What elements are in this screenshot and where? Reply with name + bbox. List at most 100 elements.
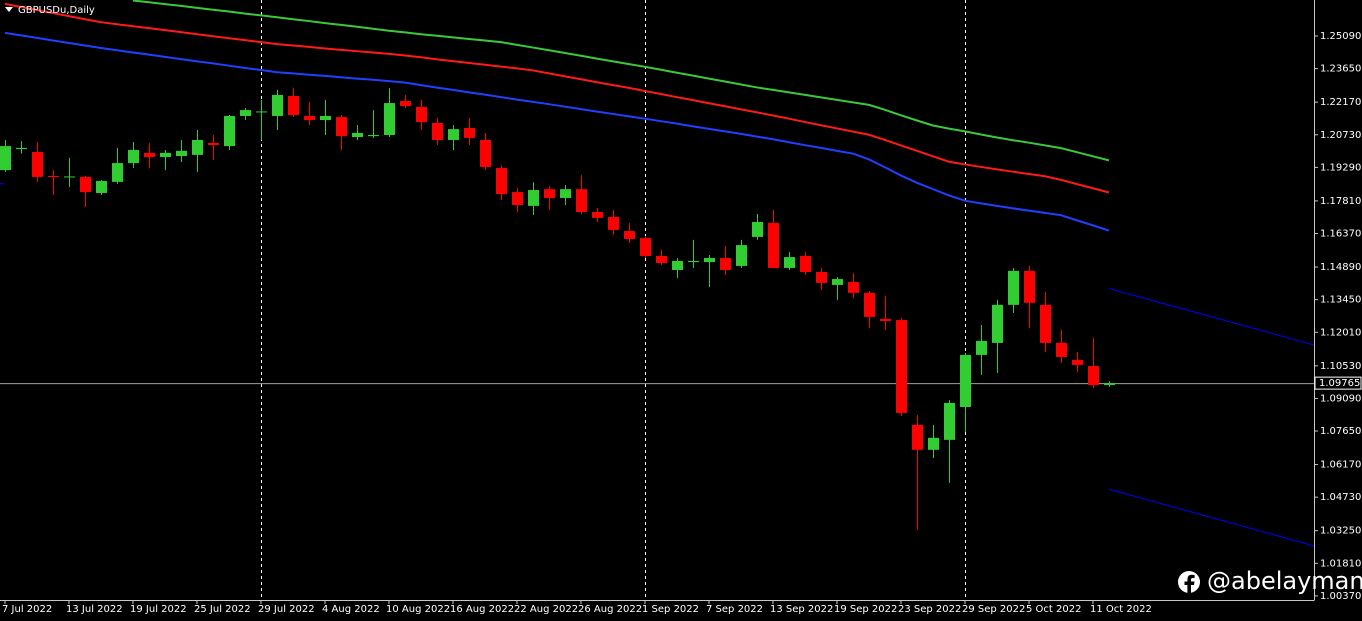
candle-body (896, 320, 907, 413)
candle-body (80, 176, 91, 193)
candle-body (720, 257, 731, 270)
candle-body (992, 304, 1003, 343)
candle-body (352, 132, 363, 138)
candle-body (576, 189, 587, 213)
candle-body (256, 111, 267, 113)
candle-body (960, 354, 971, 408)
y-tick-label: 1.07650 (1320, 426, 1361, 437)
y-tick-label: 1.23650 (1320, 64, 1361, 75)
candle-body (752, 221, 763, 237)
y-tick-label: 1.25090 (1320, 31, 1361, 42)
x-tick-label: 7 Sep 2022 (706, 604, 763, 615)
candle-body (272, 94, 283, 116)
x-tick-label: 22 Aug 2022 (514, 604, 578, 615)
candle-body (784, 257, 795, 268)
watermark: @abelayman (1207, 567, 1362, 595)
chart-title: GBPUSDu,Daily (18, 5, 95, 16)
candle-body (176, 150, 187, 157)
x-tick-label: 25 Jul 2022 (194, 604, 251, 615)
trendline-extension (0, 182, 6, 185)
y-tick-label: 1.14890 (1320, 262, 1361, 273)
facebook-f (1184, 574, 1195, 594)
candle-body (368, 134, 379, 137)
y-tick-label: 1.03250 (1320, 526, 1361, 537)
candle-body (640, 238, 651, 256)
candle-body (224, 115, 235, 147)
x-tick-label: 11 Oct 2022 (1090, 604, 1152, 615)
candle-body (592, 212, 603, 218)
candle-body (880, 318, 891, 321)
candle-body (304, 115, 315, 121)
x-tick-label: 23 Sep 2022 (898, 604, 961, 615)
candle-body (928, 437, 939, 450)
candle-body (656, 255, 667, 263)
candle-body (48, 175, 59, 177)
candle-body (384, 103, 395, 135)
moving-average (4, 31, 1110, 232)
candle-body (672, 260, 683, 270)
candle-body (512, 192, 523, 205)
y-tick-label: 1.20730 (1320, 130, 1361, 141)
x-tick-label: 7 Jul 2022 (2, 604, 52, 615)
x-tick-label: 26 Aug 2022 (578, 604, 642, 615)
candle-body (976, 340, 987, 355)
candle-body (288, 96, 299, 116)
candle-body (1104, 383, 1115, 386)
candle-body (528, 190, 539, 206)
y-tick-label: 1.04730 (1320, 492, 1361, 503)
y-tick-label: 1.06170 (1320, 460, 1361, 471)
trendline-extension (1108, 288, 1314, 346)
candle-body (64, 176, 75, 178)
candle-body (240, 110, 251, 116)
candle-body (96, 180, 107, 193)
watermark-group: @abelayman (1178, 567, 1362, 595)
x-tick-label: 29 Jul 2022 (258, 604, 315, 615)
candle-body (448, 129, 459, 140)
x-tick-label: 5 Oct 2022 (1026, 604, 1081, 615)
candle-body (624, 231, 635, 239)
candle-body (192, 139, 203, 155)
last-price-label: 1.09765 (1319, 378, 1360, 389)
moving-average (4, 2, 1110, 194)
plot-area (0, 0, 1314, 600)
candle-body (832, 279, 843, 285)
candle-body (768, 222, 779, 268)
candle-body (608, 216, 619, 230)
candle-body (16, 147, 27, 150)
x-tick-label: 10 Aug 2022 (386, 604, 450, 615)
candle-body (1056, 342, 1067, 357)
candle-body (496, 168, 507, 195)
menu-triangle[interactable] (5, 7, 13, 12)
candle-body (32, 151, 43, 177)
candle-body (128, 149, 139, 164)
x-tick-label: 1 Sep 2022 (642, 604, 699, 615)
x-tick-label: 4 Aug 2022 (322, 604, 380, 615)
candle-body (864, 292, 875, 317)
candle-body (432, 122, 443, 140)
candle-body (1040, 304, 1051, 343)
x-tick-label: 19 Sep 2022 (834, 604, 897, 615)
y-tick-label: 1.17810 (1320, 196, 1361, 207)
candle-body (1072, 359, 1083, 365)
candle-body (1008, 270, 1019, 305)
candle-body (1024, 270, 1035, 303)
candle-body (688, 260, 699, 263)
x-tick-label: 13 Jul 2022 (66, 604, 123, 615)
y-tick-label: 1.12010 (1320, 327, 1361, 338)
x-tick-label: 29 Sep 2022 (962, 604, 1025, 615)
y-tick-label: 1.01810 (1320, 558, 1361, 569)
candle-body (560, 189, 571, 198)
y-tick-label: 1.09090 (1320, 393, 1361, 404)
candle-body (320, 115, 331, 121)
candle-body (400, 101, 411, 107)
candle-body (800, 255, 811, 273)
candle-body (544, 189, 555, 198)
candle-body (1088, 366, 1099, 386)
trendline-extension (1108, 488, 1314, 547)
moving-average (132, 0, 1110, 162)
candle-body (816, 272, 827, 283)
y-tick-label: 1.22170 (1320, 97, 1361, 108)
